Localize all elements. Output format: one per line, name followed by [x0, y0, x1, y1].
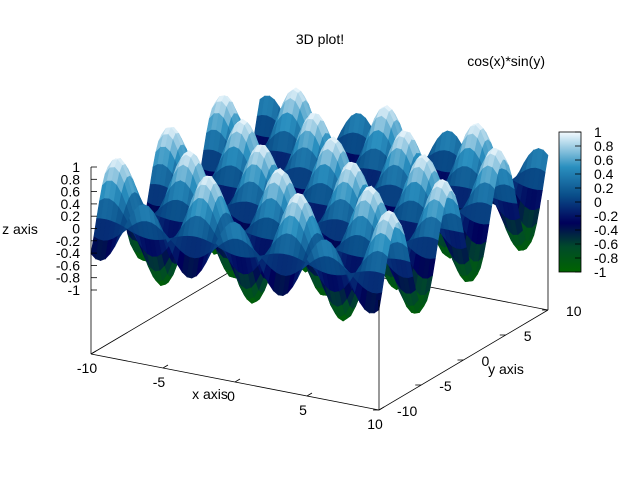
- colorbar-tick-label: 1: [594, 124, 602, 140]
- colorbar-tick-label: 0.2: [594, 180, 614, 196]
- colorbar-ticks: 10.80.60.40.20-0.2-0.4-0.6-0.8-1: [575, 124, 618, 280]
- x-tick-mark: [378, 406, 385, 411]
- colorbar-tick-label: -0.2: [594, 208, 618, 224]
- z-tick-label: -0.8: [56, 270, 80, 286]
- colorbar-tick-label: -1: [594, 264, 607, 280]
- surface-mesh: [90, 87, 549, 322]
- y-axis-ticks: -10 -5 0 5 10: [373, 303, 582, 419]
- colorbar-tick-label: 0.6: [594, 152, 614, 168]
- x-tick-mark: [306, 392, 313, 397]
- y-tick-label: -5: [439, 378, 452, 394]
- z-tick-label: -0.2: [56, 233, 80, 249]
- y-tick-label: -10: [397, 403, 417, 419]
- colorbar-tick-label: 0.8: [594, 138, 614, 154]
- z-tick-label: 0.8: [61, 171, 81, 187]
- x-tick-label: -10: [77, 360, 97, 376]
- z-tick-label: 0.2: [61, 208, 81, 224]
- colorbar-tick-label: -0.4: [594, 222, 618, 238]
- legend-entry: cos(x)*sin(y): [467, 53, 545, 69]
- x-tick-label: 5: [299, 402, 307, 418]
- z-tick-label: 0: [72, 221, 80, 237]
- colorbar-tick-label: 0: [594, 194, 602, 210]
- z-tick-label: 1: [72, 159, 80, 175]
- z-tick-label: 0.4: [61, 196, 81, 212]
- z-axis-label: z axis: [2, 221, 38, 237]
- z-axis-ticks: 10.80.60.40.20-0.2-0.4-0.6-0.8-1: [56, 159, 97, 354]
- z-tick-label: -0.4: [56, 245, 80, 261]
- colorbar-tick-label: 0.4: [594, 166, 614, 182]
- x-tick-label: 0: [227, 388, 235, 404]
- y-tick-label: 0: [482, 353, 490, 369]
- surface-facet: [373, 292, 383, 314]
- z-tick-label: -0.6: [56, 257, 80, 273]
- y-axis-label: y axis: [488, 361, 524, 377]
- y-tick-label: 10: [566, 303, 582, 319]
- x-axis-ticks: -10 -5 0 5 10: [77, 350, 385, 432]
- chart-title: 3D plot!: [296, 31, 344, 47]
- y-tick-label: 5: [524, 328, 532, 344]
- x-tick-mark: [162, 364, 169, 369]
- x-tick-mark: [90, 350, 97, 355]
- z-tick-label: -1: [68, 282, 81, 298]
- x-axis-label: x axis: [192, 386, 228, 402]
- x-tick-label: 10: [367, 416, 383, 432]
- x-tick-mark: [234, 378, 241, 383]
- colorbar-tick-label: -0.8: [594, 250, 618, 266]
- z-tick-label: 0.6: [61, 184, 81, 200]
- colorbar-tick-label: -0.6: [594, 236, 618, 252]
- x-tick-label: -5: [153, 374, 166, 390]
